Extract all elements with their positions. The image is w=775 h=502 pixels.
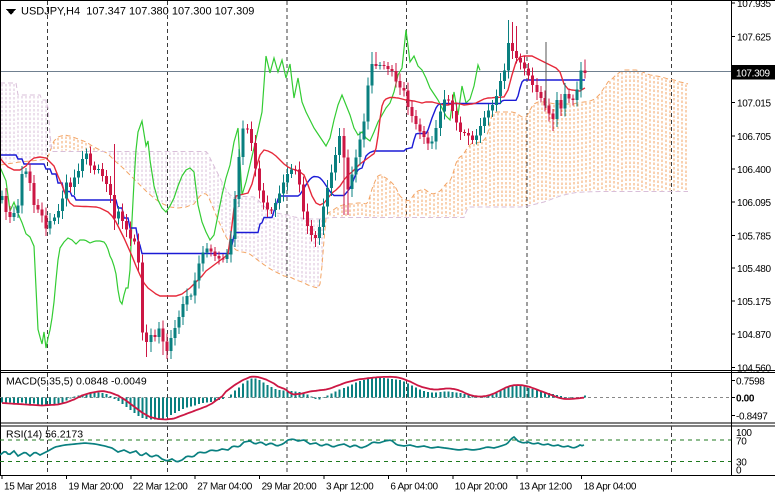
svg-text:RSI(14) 56.2173: RSI(14) 56.2173	[6, 429, 83, 441]
svg-text:106.095: 106.095	[737, 198, 771, 209]
svg-text:106.705: 106.705	[737, 132, 771, 143]
svg-text:6 Apr 04:00: 6 Apr 04:00	[390, 482, 438, 493]
svg-text:13 Apr 12:00: 13 Apr 12:00	[519, 482, 572, 493]
svg-text:70: 70	[736, 437, 747, 448]
svg-text:3 Apr 12:00: 3 Apr 12:00	[326, 482, 374, 493]
svg-text:0: 0	[736, 466, 742, 477]
svg-text:105.480: 105.480	[737, 264, 771, 275]
svg-text:105.175: 105.175	[737, 297, 771, 308]
svg-text:15 Mar 2018: 15 Mar 2018	[4, 482, 57, 493]
svg-text:0.7598: 0.7598	[736, 377, 765, 388]
svg-text:MACD(5,35,5) 0.0848 -0.0049: MACD(5,35,5) 0.0848 -0.0049	[6, 376, 147, 388]
svg-text:-0.8497: -0.8497	[736, 411, 768, 422]
svg-text:104.870: 104.870	[737, 330, 771, 341]
svg-text:107.935: 107.935	[737, 0, 771, 10]
svg-text:27 Mar 04:00: 27 Mar 04:00	[197, 482, 253, 493]
svg-text:105.785: 105.785	[737, 231, 771, 242]
svg-text:104.560: 104.560	[737, 364, 771, 375]
svg-text:0.00: 0.00	[736, 394, 755, 405]
svg-text:107.625: 107.625	[737, 33, 771, 44]
svg-text:107.015: 107.015	[737, 99, 771, 110]
svg-text:18 Apr 04:00: 18 Apr 04:00	[584, 482, 637, 493]
svg-text:107.309: 107.309	[736, 69, 770, 80]
svg-text:106.400: 106.400	[737, 165, 771, 176]
svg-text:29 Mar 20:00: 29 Mar 20:00	[262, 482, 318, 493]
svg-text:USDJPY,H4 107.347 107.380 107: USDJPY,H4 107.347 107.380 107.300 107.30…	[21, 6, 254, 18]
svg-text:22 Mar 12:00: 22 Mar 12:00	[133, 482, 189, 493]
svg-text:19 Mar 20:00: 19 Mar 20:00	[68, 482, 124, 493]
svg-text:10 Apr 20:00: 10 Apr 20:00	[455, 482, 508, 493]
